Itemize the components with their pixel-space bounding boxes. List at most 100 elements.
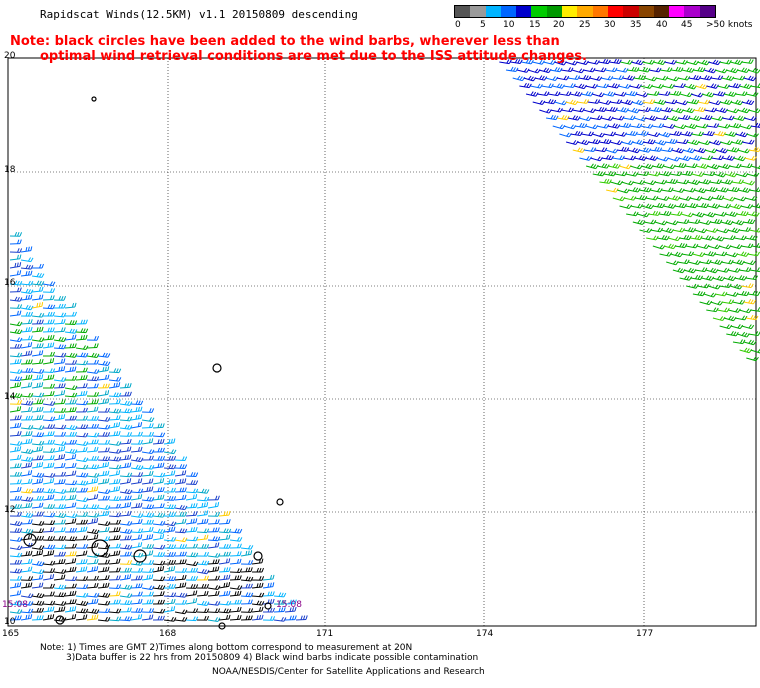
- island-outline: [91, 539, 109, 557]
- wind-barb: [649, 146, 663, 152]
- wind-barb: [53, 366, 66, 373]
- wind-barb: [589, 115, 603, 121]
- wind-barb: [620, 99, 634, 106]
- wind-barb: [653, 59, 666, 66]
- wind-barb: [141, 486, 154, 493]
- wind-barb: [679, 275, 693, 281]
- wind-barb: [20, 519, 33, 525]
- wind-barb: [750, 122, 760, 128]
- wind-barb: [701, 275, 715, 281]
- wind-barb: [42, 351, 55, 357]
- wind-barb: [20, 288, 34, 294]
- wind-barb: [64, 566, 77, 573]
- island-outline: [23, 533, 37, 547]
- wind-barb: [130, 575, 143, 581]
- wind-barb: [31, 582, 44, 589]
- wind-barb: [20, 257, 34, 263]
- wind-barb: [86, 504, 100, 510]
- wind-barb: [163, 496, 177, 501]
- wind-barb: [53, 424, 67, 430]
- wind-barb: [705, 267, 719, 274]
- wind-barb: [693, 106, 706, 113]
- wind-barb: [9, 545, 23, 551]
- wind-barb: [64, 518, 77, 525]
- wind-barb: [739, 308, 752, 314]
- wind-barb: [729, 203, 743, 210]
- wind-barb: [707, 203, 721, 209]
- wind-barb: [587, 59, 600, 65]
- wind-barb: [723, 315, 737, 322]
- wind-barb: [738, 267, 752, 272]
- wind-barb: [273, 599, 287, 605]
- wind-barb: [240, 599, 253, 605]
- wind-barb: [603, 171, 617, 177]
- wind-barb: [743, 339, 757, 346]
- wind-barb: [185, 616, 199, 622]
- wind-barb: [723, 235, 736, 241]
- wind-barb: [108, 415, 121, 421]
- wind-barb: [75, 584, 89, 590]
- wind-barb: [262, 574, 275, 581]
- wind-barb: [141, 519, 154, 525]
- wind-barb: [64, 311, 77, 317]
- wind-barb: [9, 431, 22, 437]
- wind-barb: [97, 398, 110, 405]
- wind-barb: [722, 155, 735, 161]
- wind-barb: [163, 576, 177, 582]
- wind-barb: [587, 138, 601, 145]
- wind-barb: [737, 107, 750, 114]
- wind-barb: [119, 454, 132, 461]
- wind-barb: [9, 463, 22, 469]
- wind-barb: [686, 139, 700, 146]
- wind-barb: [31, 549, 44, 557]
- wind-barb: [521, 59, 534, 65]
- wind-barb: [741, 283, 754, 289]
- wind-barb: [75, 415, 88, 421]
- wind-barb: [185, 503, 198, 509]
- wind-barb: [42, 494, 55, 501]
- wind-barbs: [9, 58, 760, 622]
- wind-barb: [720, 179, 733, 185]
- wind-barb: [711, 155, 724, 161]
- wind-barb: [53, 358, 66, 365]
- wind-barb: [637, 212, 650, 218]
- wind-barb: [119, 400, 133, 406]
- wind-barb: [684, 83, 697, 90]
- wind-barb: [654, 220, 668, 226]
- wind-barb: [108, 470, 121, 477]
- wind-barb: [86, 423, 100, 429]
- wind-barb: [207, 495, 220, 501]
- wind-barb: [97, 383, 110, 389]
- wind-barb: [64, 513, 78, 519]
- wind-barb: [699, 300, 713, 306]
- wind-barb: [31, 455, 44, 461]
- wind-barb: [9, 262, 22, 269]
- wind-barb: [229, 585, 243, 590]
- wind-barb: [20, 319, 33, 325]
- footer-line-2: 3)Data buffer is 22 hrs from 20150809 4)…: [66, 653, 479, 663]
- wind-barb: [721, 115, 735, 121]
- wind-barb: [684, 123, 698, 130]
- wind-barb: [108, 567, 121, 573]
- wind-barb: [712, 91, 726, 97]
- wind-barb: [607, 83, 620, 89]
- wind-barb: [163, 487, 176, 493]
- wind-barb: [108, 368, 122, 374]
- wind-barb: [75, 334, 88, 341]
- wind-barb: [746, 132, 759, 138]
- wind-barb: [552, 124, 566, 130]
- wind-barb: [185, 561, 199, 567]
- wind-barb: [174, 487, 187, 493]
- wind-barb: [218, 510, 231, 517]
- wind-barb: [42, 304, 56, 310]
- wind-barb: [53, 519, 66, 525]
- legend-swatch: [669, 6, 685, 17]
- wind-barb: [609, 58, 622, 65]
- wind-barb: [53, 327, 66, 333]
- wind-barb: [86, 383, 99, 389]
- wind-barb: [9, 376, 23, 382]
- wind-barb: [742, 218, 756, 225]
- wind-barb: [534, 75, 548, 81]
- island-outline: [212, 363, 222, 373]
- wind-barb: [20, 326, 33, 333]
